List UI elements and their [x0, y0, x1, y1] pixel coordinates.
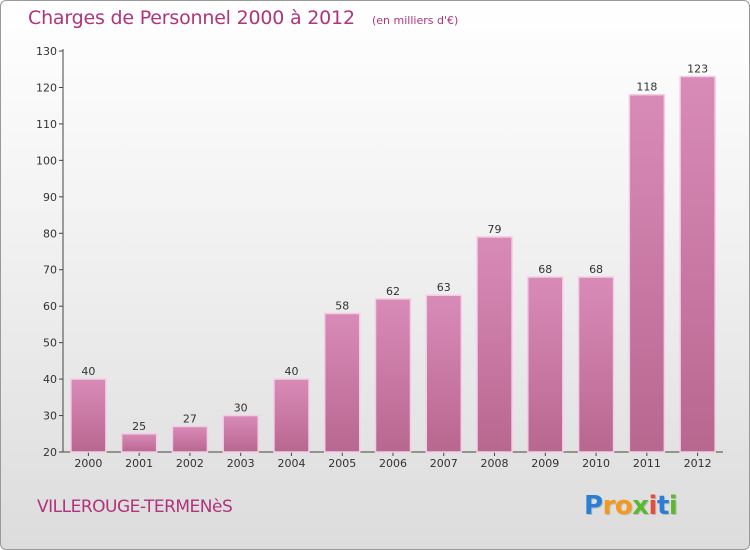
bar — [476, 236, 513, 453]
x-tick-label: 2003 — [227, 457, 255, 470]
x-tick-label: 2005 — [328, 457, 356, 470]
logo-letter: r — [602, 491, 616, 521]
logo-letter: x — [632, 491, 649, 521]
logo-letter: o — [614, 491, 633, 521]
x-tick-label: 2004 — [277, 457, 305, 470]
bar — [120, 433, 158, 453]
y-tick-label: 80 — [43, 227, 57, 240]
logo-letter: t — [656, 491, 669, 521]
bar — [273, 378, 310, 453]
y-tick-label: 130 — [36, 45, 57, 58]
data-label: 40 — [81, 365, 95, 378]
x-tick-label: 2009 — [531, 457, 559, 470]
data-label: 62 — [386, 285, 400, 298]
data-label: 118 — [636, 81, 657, 94]
data-label: 79 — [488, 223, 502, 236]
y-tick-label: 70 — [43, 264, 57, 277]
bar — [171, 425, 209, 453]
bar — [679, 75, 716, 453]
data-label: 68 — [538, 263, 552, 276]
y-tick-label: 60 — [43, 300, 57, 313]
x-tick-label: 2000 — [74, 457, 102, 470]
bar — [628, 93, 666, 453]
data-label: 63 — [437, 281, 451, 294]
y-tick-label: 120 — [36, 81, 57, 94]
data-label: 123 — [687, 63, 708, 76]
x-tick-label: 2006 — [379, 457, 407, 470]
y-tick-label: 40 — [43, 373, 57, 386]
x-tick-label: 2008 — [481, 457, 509, 470]
bar — [323, 312, 361, 453]
x-tick-label: 2007 — [430, 457, 458, 470]
x-tick-label: 2012 — [684, 457, 712, 470]
commune-name: VILLEROUGE-TERMENèS — [37, 497, 233, 517]
y-tick-label: 110 — [36, 118, 57, 131]
bar — [70, 378, 107, 453]
chart-title: Charges de Personnel 2000 à 2012 — [28, 7, 355, 29]
x-tick-label: 2001 — [125, 457, 153, 470]
x-tick-label: 2002 — [176, 457, 204, 470]
chart-subtitle: (en milliers d'€) — [372, 14, 459, 27]
x-tick-label: 2011 — [633, 457, 661, 470]
y-tick-label: 100 — [36, 154, 57, 167]
y-tick-label: 30 — [43, 410, 57, 423]
proxiti-logo: Proxiti — [584, 491, 678, 521]
logo-letter: P — [584, 491, 603, 521]
x-tick-label: 2010 — [582, 457, 610, 470]
y-tick-label: 90 — [43, 191, 57, 204]
data-label: 40 — [284, 365, 298, 378]
bar — [527, 276, 564, 453]
bar — [374, 298, 412, 453]
data-label: 30 — [234, 402, 248, 415]
data-label: 27 — [183, 412, 197, 425]
logo-letter: i — [668, 491, 678, 521]
y-tick-label: 50 — [43, 337, 57, 350]
bar — [222, 414, 259, 453]
data-label: 58 — [335, 299, 349, 312]
data-label: 25 — [132, 420, 146, 433]
y-tick-label: 20 — [43, 446, 57, 459]
bar — [577, 276, 615, 453]
data-label: 68 — [589, 263, 603, 276]
logo-letter: i — [648, 491, 658, 521]
bar — [425, 294, 463, 453]
